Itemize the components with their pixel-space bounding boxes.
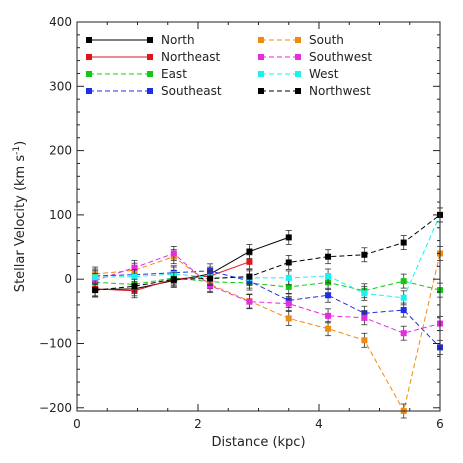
legend-marker [147, 88, 153, 94]
legend-item-northwest: Northwest [258, 84, 371, 98]
y-tick-label: 100 [49, 208, 72, 222]
legend-label: North [161, 33, 195, 47]
y-tick-label: 300 [49, 79, 72, 93]
x-tick-label: 6 [436, 417, 444, 431]
legend-item-northeast: Northeast [86, 50, 221, 64]
data-point [131, 273, 138, 280]
legend-label: East [161, 67, 187, 81]
legend-item-east: East [86, 67, 187, 81]
data-point [131, 264, 138, 271]
data-point [325, 292, 332, 299]
data-point [361, 337, 368, 344]
legend-item-southwest: Southwest [258, 50, 372, 64]
series-line [95, 253, 441, 413]
data-point [131, 283, 138, 290]
series-south [92, 246, 443, 419]
data-point [400, 330, 407, 337]
legend-label: Northeast [161, 50, 221, 64]
legend-marker [258, 88, 264, 94]
legend-marker [86, 88, 92, 94]
series-line [95, 277, 441, 292]
series-northwest [92, 207, 443, 298]
legend-label: South [309, 33, 344, 47]
data-point [285, 300, 292, 307]
x-axis-label: Distance (kpc) [211, 435, 305, 450]
legend-label: West [309, 67, 339, 81]
series-line [95, 236, 289, 290]
data-point [325, 272, 332, 279]
data-point [92, 287, 99, 294]
legend-item-north: North [86, 33, 195, 47]
ticks-layer: 0 2 4 6 −200 −100 0 100 200 300 400 [39, 15, 444, 431]
data-point [170, 250, 177, 257]
data-point [285, 234, 292, 241]
x-tick-label: 0 [73, 417, 81, 431]
legend-marker [147, 54, 153, 60]
y-tick-label: −200 [39, 401, 72, 415]
y-tick-label: 200 [49, 144, 72, 158]
data-point [92, 274, 99, 281]
data-point [285, 259, 292, 266]
legend-marker [147, 71, 153, 77]
legend-marker [295, 88, 301, 94]
y-axis-label: Stellar Velocity (km s-1) [12, 141, 28, 292]
data-point [361, 290, 368, 297]
x-tick-label: 2 [194, 417, 202, 431]
y-tick-label: 0 [64, 272, 72, 286]
data-point [285, 315, 292, 322]
legend-marker [258, 54, 264, 60]
data-point [325, 312, 332, 319]
data-point [400, 239, 407, 246]
series-layer [92, 207, 443, 419]
data-point [361, 314, 368, 321]
data-point [285, 283, 292, 290]
data-point [246, 298, 253, 305]
legend-marker [258, 71, 264, 77]
data-point [325, 253, 332, 260]
data-point [400, 294, 407, 301]
y-tick-label: −100 [39, 336, 72, 350]
data-point [246, 258, 253, 265]
series-line [95, 214, 441, 299]
legend-marker [295, 37, 301, 43]
legend-marker [86, 37, 92, 43]
plot-frame [76, 21, 441, 412]
legend-item-south: South [258, 33, 344, 47]
data-point [361, 251, 368, 258]
legend-item-west: West [258, 67, 339, 81]
legend-item-southeast: Southeast [86, 84, 222, 98]
y-axis-label-sup: -1 [12, 146, 22, 155]
data-point [246, 273, 253, 280]
data-point [285, 274, 292, 281]
data-point [400, 278, 407, 285]
data-point [170, 276, 177, 283]
data-point [325, 325, 332, 332]
y-tick-label: 400 [49, 15, 72, 29]
legend-marker [295, 54, 301, 60]
legend-marker [258, 37, 264, 43]
legend-marker [147, 37, 153, 43]
y-axis-label-close: ) [13, 141, 28, 146]
series-line [94, 252, 441, 334]
legend-marker [295, 71, 301, 77]
legend: North Northeast East Southeast South Southwes… [86, 33, 372, 98]
legend-marker [86, 54, 92, 60]
series-line [95, 214, 441, 291]
legend-marker [86, 71, 92, 77]
data-point [207, 275, 214, 282]
data-point [400, 307, 407, 314]
series-southwest [92, 246, 443, 341]
series-line [95, 270, 441, 348]
x-tick-label: 4 [315, 417, 323, 431]
legend-label: Southwest [309, 50, 372, 64]
legend-label: Southeast [161, 84, 222, 98]
data-point [246, 248, 253, 255]
y-axis-label-main: Stellar Velocity (km s [13, 155, 28, 293]
series-north [92, 229, 292, 297]
legend-label: Northwest [309, 84, 371, 98]
